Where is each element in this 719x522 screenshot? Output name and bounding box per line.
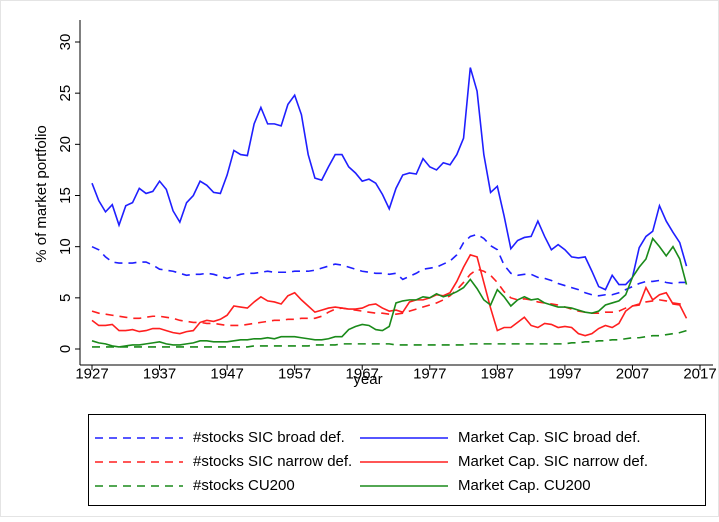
- series-line: [91, 233, 687, 297]
- y-tick-label: 25: [57, 85, 74, 102]
- y-tick-label: 30: [57, 34, 74, 51]
- y-tick-label: 5: [57, 294, 74, 302]
- legend-label: Market Cap. SIC narrow def.: [458, 453, 648, 470]
- legend-label: Market Cap. CU200: [458, 477, 591, 494]
- legend-label: Market Cap. SIC broad def.: [458, 429, 641, 446]
- y-tick-label: 10: [57, 238, 74, 255]
- series-line: [91, 253, 688, 337]
- x-tick-label: 1937: [143, 365, 176, 382]
- y-tick-label: 15: [57, 187, 74, 204]
- y-tick-label: 0: [57, 345, 74, 353]
- x-tick-label: 1997: [548, 365, 581, 382]
- series-line: [91, 67, 688, 291]
- x-tick-label: 1977: [413, 365, 446, 382]
- y-tick-label: 20: [57, 136, 74, 153]
- x-tick-label: 1927: [75, 365, 108, 382]
- y-axis-title: % of market portfolio: [33, 125, 50, 263]
- legend-label: #stocks CU200: [193, 477, 295, 494]
- series-line: [91, 236, 688, 348]
- x-tick-label: 1947: [210, 365, 243, 382]
- series-line: [92, 329, 687, 348]
- x-tick-label: 2007: [616, 365, 649, 382]
- legend-box: [88, 414, 706, 506]
- legend-label: #stocks SIC narrow def.: [193, 453, 352, 470]
- legend-label: #stocks SIC broad def.: [193, 429, 345, 446]
- x-tick-label: 1987: [481, 365, 514, 382]
- x-axis-title: year: [353, 371, 382, 388]
- x-tick-label: 2017: [683, 365, 716, 382]
- x-tick-label: 1967: [346, 365, 379, 382]
- series-line: [91, 268, 687, 327]
- x-tick-label: 1957: [278, 365, 311, 382]
